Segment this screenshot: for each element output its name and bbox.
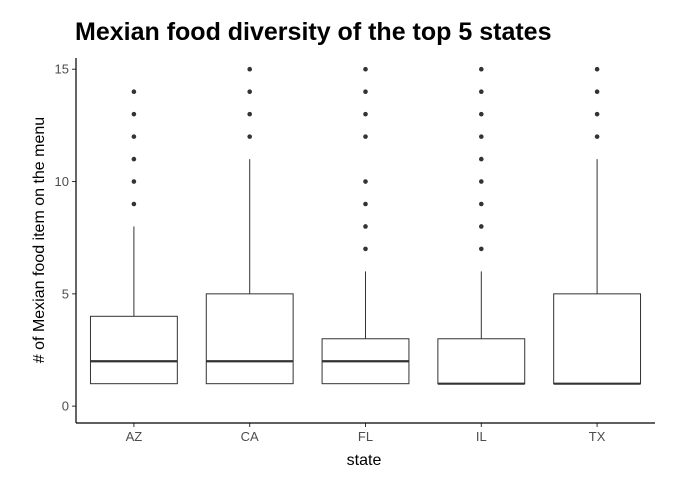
y-tick-label: 10: [55, 174, 69, 189]
box: [89, 315, 178, 385]
outlier-point: [479, 89, 484, 94]
outlier-point: [363, 201, 368, 207]
outlier-point: [479, 246, 484, 252]
outlier-point: [363, 111, 368, 117]
outlier-point: [363, 134, 368, 139]
chart-title: Mexian food diversity of the top 5 state…: [75, 18, 552, 46]
outlier-point: [594, 111, 600, 117]
y-tick-label: 15: [55, 62, 69, 77]
y-tick-label: 0: [62, 399, 69, 414]
outlier-point: [594, 89, 600, 94]
x-tick-label: TX: [589, 429, 606, 444]
box: [553, 293, 642, 385]
outlier-point: [363, 179, 368, 184]
x-axis-title: state: [347, 452, 382, 469]
outlier-point: [594, 66, 600, 72]
outlier-point: [131, 89, 137, 94]
y-axis-title: # of Mexian food item on the menu: [31, 117, 48, 363]
outlier-point: [479, 66, 484, 72]
y-tick-label: 5: [62, 286, 69, 301]
outlier-point: [363, 224, 368, 229]
outlier-point: [131, 134, 137, 139]
outlier-point: [479, 156, 484, 162]
outlier-point: [363, 66, 368, 72]
outlier-point: [131, 111, 137, 117]
outlier-point: [131, 156, 137, 162]
outlier-point: [247, 134, 252, 139]
outlier-point: [479, 134, 484, 139]
outlier-point: [131, 201, 137, 207]
x-tick-label: FL: [358, 429, 373, 444]
outlier-point: [479, 224, 484, 229]
outlier-point: [247, 89, 252, 94]
x-tick-label: IL: [476, 429, 487, 444]
outlier-point: [363, 246, 368, 252]
box: [205, 293, 294, 385]
x-tick-label: AZ: [126, 429, 143, 444]
outlier-point: [594, 134, 600, 139]
box: [437, 338, 526, 385]
outlier-point: [479, 179, 484, 184]
outlier-point: [363, 89, 368, 94]
outlier-point: [479, 201, 484, 207]
outlier-point: [131, 179, 137, 184]
outlier-point: [247, 111, 252, 117]
outlier-point: [479, 111, 484, 117]
x-tick-label: CA: [241, 429, 259, 444]
outlier-point: [247, 66, 252, 72]
